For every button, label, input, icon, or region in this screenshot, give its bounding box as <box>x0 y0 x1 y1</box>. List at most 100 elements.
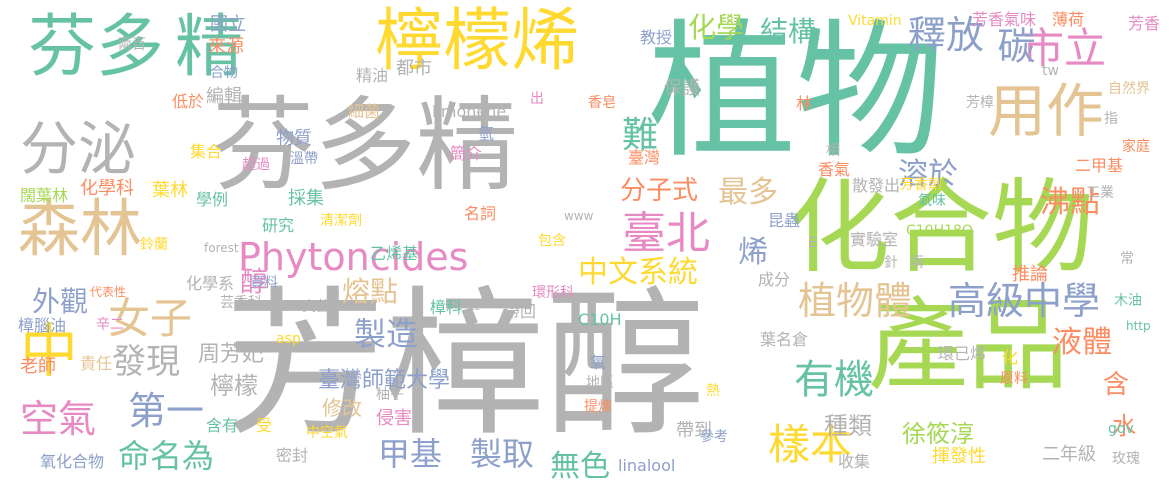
cloud-word: 老師 <box>20 356 56 377</box>
cloud-word: ct <box>468 299 480 313</box>
cloud-word: 釋放 <box>908 13 985 57</box>
cloud-word: 化學 <box>688 11 745 44</box>
cloud-word: 辛二 <box>96 317 124 333</box>
cloud-word: 醇 <box>240 265 269 298</box>
cloud-word: 原料 <box>1000 371 1028 387</box>
cloud-word: Vitamin <box>848 13 902 29</box>
cloud-word: 國立 <box>210 14 246 35</box>
cloud-word: 乙烯基 <box>370 244 419 263</box>
cloud-word: linalool <box>618 456 676 475</box>
cloud-word: 結構 <box>760 15 817 48</box>
cloud-word: 研究 <box>262 216 295 235</box>
cloud-word: 物質 <box>276 128 312 149</box>
cloud-word: 烯 <box>738 235 768 270</box>
cloud-word: 無色 <box>550 449 610 482</box>
cloud-word: 臺灣師範大學 <box>318 368 451 393</box>
cloud-word: 碳 <box>991 26 1035 64</box>
cloud-word: 製取 <box>470 435 535 473</box>
cloud-word: C10H18O <box>906 223 973 239</box>
cloud-word: 芳香氣味 <box>972 10 1037 29</box>
cloud-word: 都市 <box>396 58 432 79</box>
cloud-word: 教授 <box>640 28 673 47</box>
cloud-word: 提煉 <box>584 399 612 415</box>
cloud-word: 精 <box>175 8 244 87</box>
cloud-word: 氣味 <box>918 193 946 209</box>
cloud-word: 最多 <box>718 175 778 210</box>
cloud-word: 真菌 <box>302 299 330 315</box>
cloud-word: 種類 <box>824 412 872 440</box>
cloud-word: 樟腦油 <box>18 316 67 335</box>
cloud-word: 芳香劑 <box>900 177 942 193</box>
cloud-word: 熔點 <box>342 275 399 308</box>
cloud-word: 含 <box>1103 370 1130 400</box>
cloud-word: 命名為 <box>118 437 215 475</box>
cloud-word: forest <box>204 241 239 255</box>
cloud-word: 化學系 <box>186 274 235 293</box>
cloud-word: 環形科 <box>532 285 574 301</box>
cloud-word: 中空氣 <box>306 425 348 441</box>
cloud-word: www <box>564 209 594 223</box>
cloud-word: 空氣 <box>20 397 97 441</box>
cloud-word: 代表性 <box>90 285 127 299</box>
cloud-word: 學例 <box>196 190 229 209</box>
cloud-word: 植物體 <box>798 279 913 323</box>
cloud-word: 化合物 <box>788 169 1094 288</box>
cloud-word: 檸檬烯 <box>375 2 580 81</box>
cloud-word: 第一 <box>128 389 205 433</box>
cloud-word: 責任 <box>80 354 113 373</box>
cloud-word: 揮發性 <box>932 446 986 467</box>
cloud-word: 實驗室 <box>850 230 899 249</box>
cloud-word: 溶於 <box>898 157 958 192</box>
cloud-word: 芬多 <box>28 8 165 87</box>
cloud-word: 有機 <box>794 357 874 403</box>
cloud-word: 常 <box>1120 251 1134 267</box>
cloud-word: 帶到 <box>676 420 712 441</box>
cloud-word: 簡介 <box>450 144 483 163</box>
cloud-word: 合物 <box>210 65 238 81</box>
cloud-word: 氧 <box>587 354 606 370</box>
cloud-word: 水 <box>1112 412 1136 440</box>
cloud-word: 玫瑰 <box>1112 451 1140 467</box>
cloud-word: 超過 <box>242 157 270 173</box>
cloud-word: 兩百 <box>118 37 146 53</box>
cloud-word: 女子 <box>108 294 193 343</box>
cloud-word: 昆蟲 <box>768 211 801 230</box>
cloud-word: 低於 <box>172 92 205 111</box>
cloud-word: 柚子 <box>376 387 404 403</box>
cloud-word: 細菌 <box>348 102 381 121</box>
cloud-word: 氫 <box>475 125 494 141</box>
cloud-word: 芳樟 <box>966 95 994 111</box>
cloud-word: 溫帶 <box>290 151 318 167</box>
cloud-word: 指 <box>1104 111 1118 127</box>
cloud-word: 高級中學 <box>948 279 1101 323</box>
cloud-word: 成分 <box>758 270 791 289</box>
cloud-word: 名詞 <box>464 204 497 223</box>
cloud-word: 甲基 <box>378 435 443 473</box>
cloud-word: 推論 <box>1012 264 1048 285</box>
cloud-word: 含有 <box>206 416 239 435</box>
cloud-word: 相 <box>826 143 840 159</box>
cloud-word: 分子式 <box>620 176 699 206</box>
cloud-word: 液體 <box>1052 325 1112 360</box>
cloud-word: 自然界 <box>1108 81 1150 97</box>
cloud-word: 收集 <box>838 452 871 471</box>
cloud-word: 熱 <box>706 383 720 399</box>
cloud-word: 受 <box>256 416 273 435</box>
cloud-word: 葉林 <box>152 180 188 201</box>
cloud-word: 參考 <box>700 429 728 445</box>
cloud-word: 周芳妃 <box>198 342 265 367</box>
cloud-word: 中 <box>20 317 79 385</box>
cloud-word: 出 <box>530 91 544 107</box>
cloud-word: 分泌 <box>20 115 137 183</box>
cloud-word: Phytoncides <box>238 235 469 279</box>
cloud-word: 密封 <box>276 446 309 465</box>
cloud-word: 包含 <box>538 233 566 249</box>
cloud-word: 帶回 <box>504 302 537 321</box>
cloud-word: 臺北 <box>622 208 710 259</box>
cloud-word: 保護 <box>664 78 700 99</box>
cloud-word: tw <box>1042 63 1059 79</box>
cloud-word: 散發出 <box>852 176 901 195</box>
cloud-word: 市立 <box>1022 24 1107 73</box>
cloud-word: 檸檬 <box>210 372 258 400</box>
